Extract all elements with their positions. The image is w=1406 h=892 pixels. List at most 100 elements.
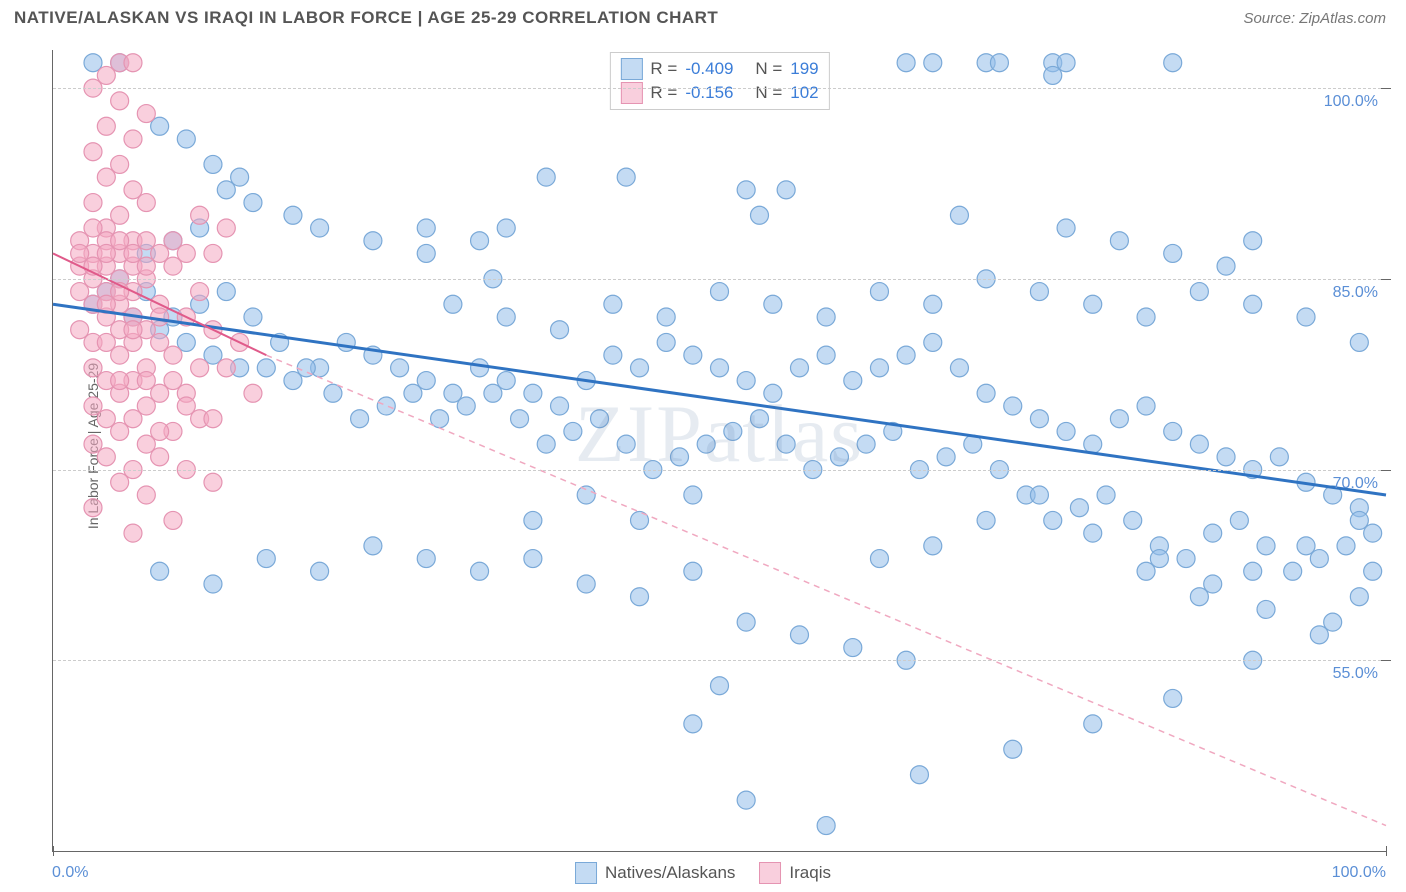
scatter-point (204, 473, 222, 491)
legend-r-value: -0.156 (685, 83, 747, 103)
scatter-point (244, 308, 262, 326)
scatter-point (191, 206, 209, 224)
scatter-point (711, 283, 729, 301)
scatter-point (1217, 257, 1235, 275)
scatter-point (471, 232, 489, 250)
scatter-point (471, 359, 489, 377)
scatter-point (1084, 435, 1102, 453)
scatter-point (830, 448, 848, 466)
legend-r-value: -0.409 (685, 59, 747, 79)
scatter-point (351, 410, 369, 428)
scatter-point (1030, 410, 1048, 428)
scatter-point (1137, 308, 1155, 326)
scatter-point (844, 372, 862, 390)
scatter-point (671, 448, 689, 466)
scatter-point (124, 54, 142, 72)
scatter-point (1350, 588, 1368, 606)
scatter-point (164, 257, 182, 275)
scatter-point (244, 194, 262, 212)
scatter-point (844, 639, 862, 657)
legend-r-label: R = (650, 59, 677, 79)
scatter-point (817, 346, 835, 364)
legend-swatch (620, 58, 642, 80)
scatter-point (191, 283, 209, 301)
scatter-point (764, 384, 782, 402)
scatter-point (537, 435, 555, 453)
scatter-point (1124, 511, 1142, 529)
scatter-point (284, 206, 302, 224)
scatter-point (684, 715, 702, 733)
scatter-point (1257, 537, 1275, 555)
scatter-point (977, 511, 995, 529)
scatter-point (591, 410, 609, 428)
chart-header: NATIVE/ALASKAN VS IRAQI IN LABOR FORCE |… (0, 0, 1406, 36)
scatter-point (84, 194, 102, 212)
scatter-point (1044, 511, 1062, 529)
scatter-point (790, 359, 808, 377)
scatter-point (737, 613, 755, 631)
scatter-point (524, 550, 542, 568)
scatter-point (84, 219, 102, 237)
scatter-point (124, 524, 142, 542)
gridline (53, 470, 1386, 471)
scatter-point (364, 537, 382, 555)
scatter-point (204, 410, 222, 428)
scatter-point (1244, 295, 1262, 313)
scatter-point (1190, 435, 1208, 453)
scatter-point (870, 550, 888, 568)
scatter-point (750, 206, 768, 224)
x-tick-right: 100.0% (1332, 864, 1386, 882)
series-legend: Natives/AlaskansIraqis (575, 862, 831, 884)
scatter-point (111, 346, 129, 364)
legend-label: Iraqis (789, 863, 831, 883)
scatter-point (244, 384, 262, 402)
scatter-point (1057, 422, 1075, 440)
scatter-point (1164, 244, 1182, 262)
scatter-point (111, 473, 129, 491)
scatter-point (1244, 562, 1262, 580)
legend-item: Iraqis (759, 862, 831, 884)
scatter-point (204, 155, 222, 173)
scatter-point (524, 384, 542, 402)
scatter-point (924, 54, 942, 72)
scatter-point (897, 346, 915, 364)
scatter-point (1057, 219, 1075, 237)
scatter-point (764, 295, 782, 313)
gridline (53, 279, 1386, 280)
scatter-point (164, 346, 182, 364)
scatter-point (537, 168, 555, 186)
scatter-point (551, 397, 569, 415)
legend-swatch (759, 862, 781, 884)
scatter-point (164, 511, 182, 529)
scatter-point (564, 422, 582, 440)
scatter-point (311, 562, 329, 580)
scatter-point (1350, 333, 1368, 351)
scatter-point (924, 295, 942, 313)
scatter-point (84, 143, 102, 161)
scatter-point (497, 219, 515, 237)
scatter-point (1230, 511, 1248, 529)
scatter-point (364, 232, 382, 250)
scatter-point (257, 550, 275, 568)
scatter-point (124, 321, 142, 339)
scatter-point (217, 219, 235, 237)
scatter-point (950, 359, 968, 377)
x-tick-left: 0.0% (52, 864, 88, 882)
scatter-point (97, 448, 115, 466)
scatter-point (391, 359, 409, 377)
chart-source: Source: ZipAtlas.com (1243, 10, 1386, 27)
scatter-svg (53, 50, 1386, 851)
scatter-point (737, 791, 755, 809)
gridline (53, 660, 1386, 661)
scatter-point (84, 499, 102, 517)
scatter-point (151, 422, 169, 440)
legend-n-label: N = (755, 83, 782, 103)
scatter-point (217, 359, 235, 377)
scatter-point (1084, 524, 1102, 542)
scatter-point (177, 130, 195, 148)
gridline (53, 88, 1386, 89)
legend-r-label: R = (650, 83, 677, 103)
scatter-point (631, 359, 649, 377)
scatter-point (137, 194, 155, 212)
scatter-point (1190, 588, 1208, 606)
